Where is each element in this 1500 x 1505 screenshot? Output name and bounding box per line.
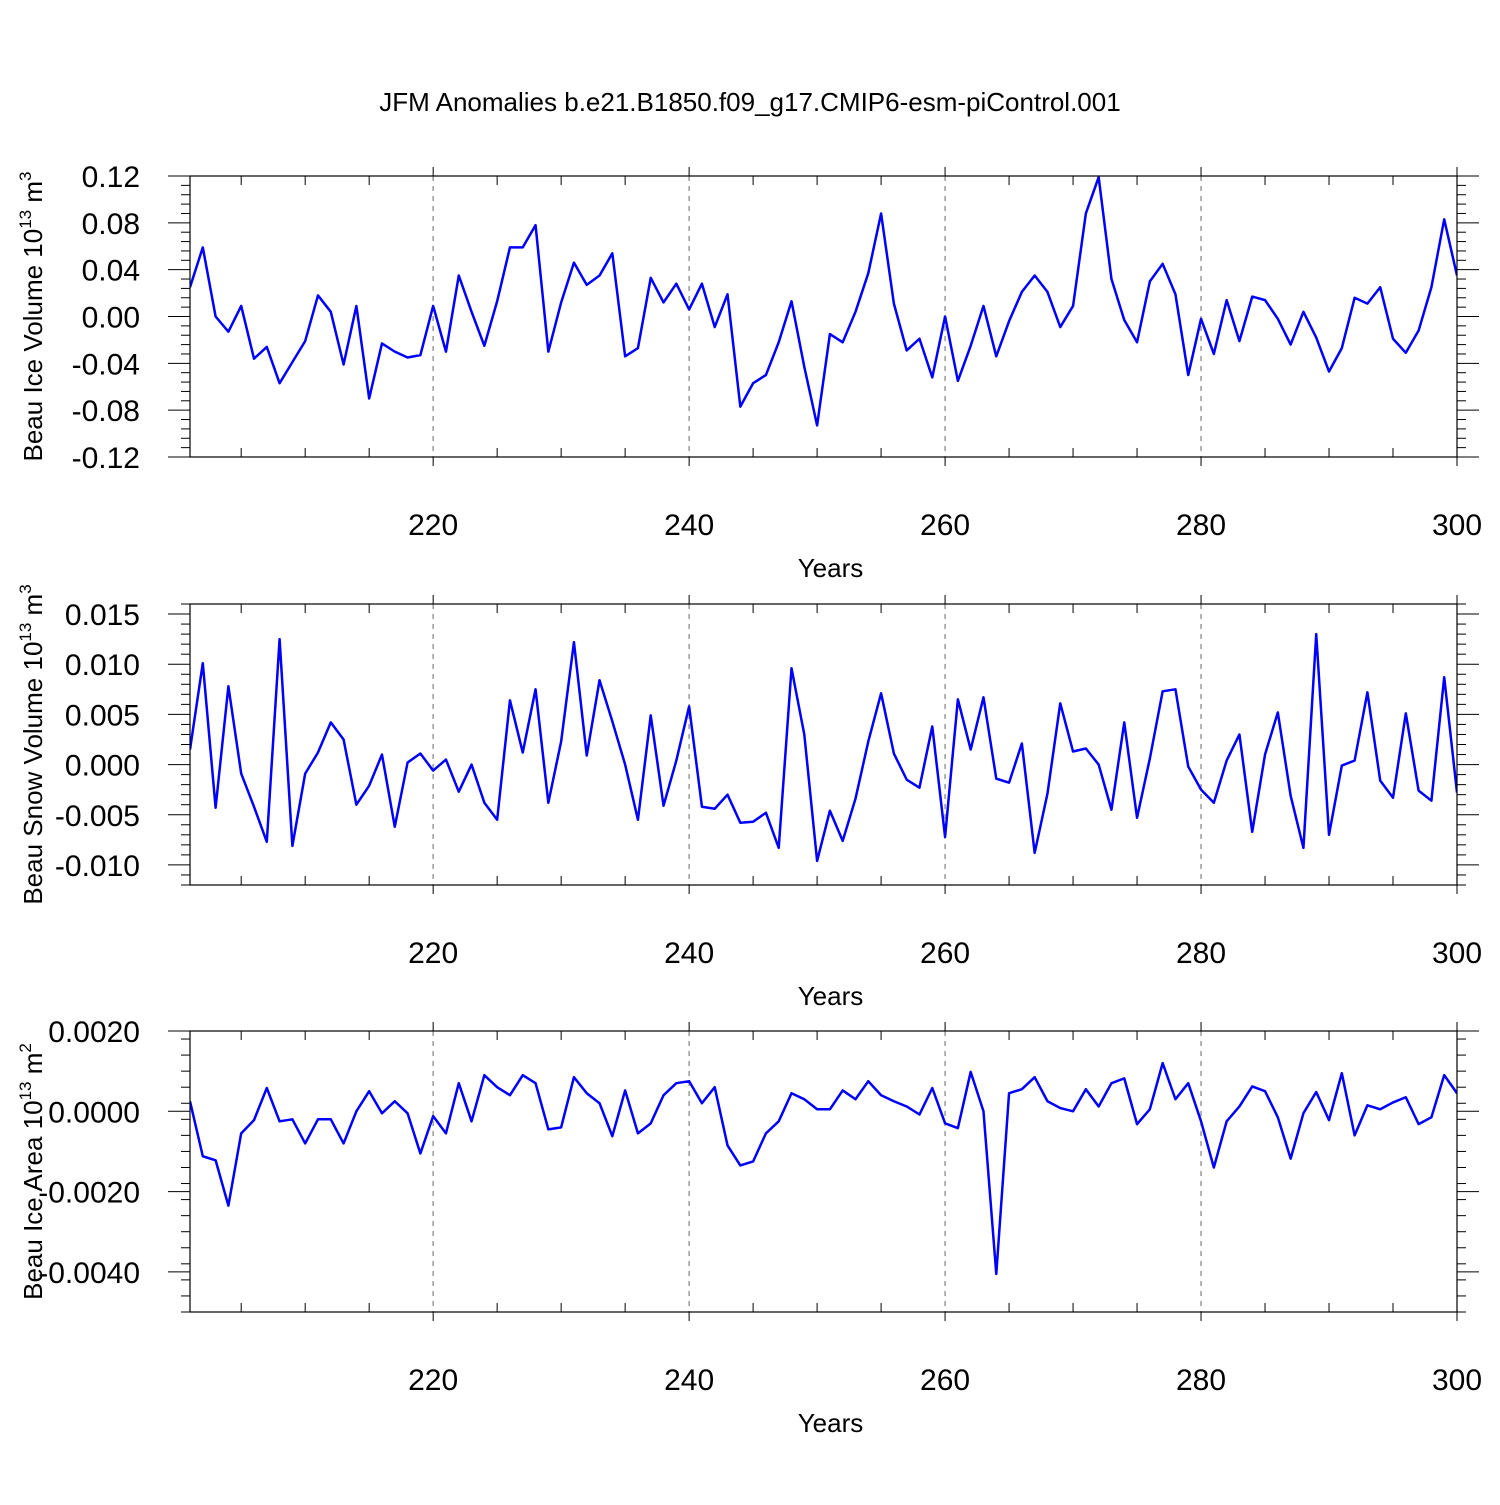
panel1-xtick-label-280: 280: [1176, 509, 1226, 542]
panel2-xtick-label-280: 280: [1176, 937, 1226, 970]
panel3-ytick-label-0: -0.0040: [38, 1257, 140, 1290]
panel1-xtick-label-300: 300: [1432, 509, 1482, 542]
panel3-ylabel: Beau Ice Area 1013 m2: [16, 1043, 48, 1300]
panel1-xtick-label-260: 260: [920, 509, 970, 542]
panel1-ytick-label-2: -0.04: [72, 348, 140, 381]
panel2-ytick-label-1: -0.005: [55, 800, 140, 833]
panel3-series-line: [190, 1061, 1457, 1276]
panel1-ytick-label-3: 0.00: [82, 302, 140, 335]
panel2-ytick-label-4: 0.010: [65, 649, 140, 682]
panel2-series-line: [190, 632, 1457, 863]
panel2-xlabel: Years: [798, 981, 864, 1011]
panel1-ytick-label-1: -0.08: [72, 395, 140, 428]
panel2-ylabel: Beau Snow Volume 1013 m3: [16, 584, 48, 904]
panel1-series-line: [190, 176, 1457, 427]
panel3-frame: [189, 1030, 1458, 1313]
panel3-xtick-label-220: 220: [408, 1364, 458, 1397]
panel3-ytick-label-1: -0.0020: [38, 1177, 140, 1210]
panel1-ylabel: Beau Ice Volume 1013 m3: [16, 172, 48, 462]
panel2-ytick-label-5: 0.015: [65, 599, 140, 632]
panel2-xtick-label-220: 220: [408, 937, 458, 970]
panel3-xtick-label-240: 240: [664, 1364, 714, 1397]
panel1-xlabel: Years: [798, 553, 864, 583]
panel1-xtick-label-240: 240: [664, 509, 714, 542]
panel3-xlabel: Years: [798, 1408, 864, 1438]
panel2-xtick-label-300: 300: [1432, 937, 1482, 970]
panel1-xtick-label-220: 220: [408, 509, 458, 542]
figure-title: JFM Anomalies b.e21.B1850.f09_g17.CMIP6-…: [379, 87, 1120, 117]
panel1-ytick-label-6: 0.12: [82, 161, 140, 194]
panel3-xtick-label-300: 300: [1432, 1364, 1482, 1397]
panel2-xtick-label-240: 240: [664, 937, 714, 970]
panel1-ytick-label-4: 0.04: [82, 255, 140, 288]
panel1-ytick-label-5: 0.08: [82, 208, 140, 241]
panel2-ytick-label-2: 0.000: [65, 750, 140, 783]
panel3-xtick-label-260: 260: [920, 1364, 970, 1397]
panel1-ytick-label-0: -0.12: [72, 442, 140, 475]
panel3-ytick-label-3: 0.0020: [48, 1016, 140, 1049]
panel2-ytick-label-0: -0.010: [55, 850, 140, 883]
panel2-xtick-label-260: 260: [920, 937, 970, 970]
panel3-xtick-label-280: 280: [1176, 1364, 1226, 1397]
panel1-frame: [189, 175, 1458, 458]
panel3-ytick-label-2: 0.0000: [48, 1096, 140, 1129]
panel2-frame: [189, 603, 1458, 886]
panel2-ytick-label-3: 0.005: [65, 699, 140, 732]
